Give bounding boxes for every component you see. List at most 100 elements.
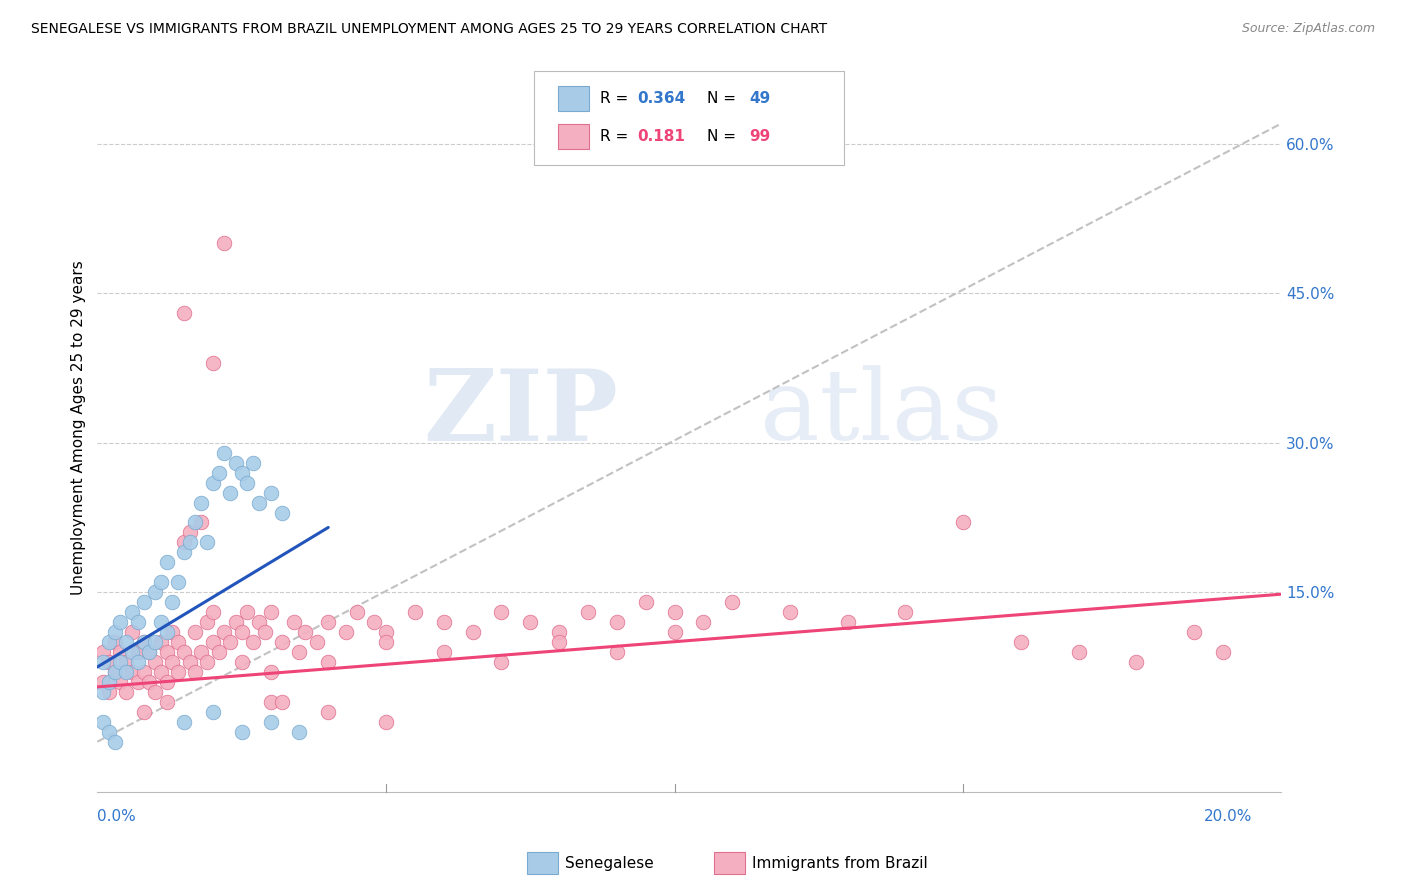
Point	[404, 605, 426, 619]
Point	[121, 625, 143, 640]
Point	[606, 615, 628, 629]
Point	[271, 695, 294, 709]
Point	[201, 475, 224, 490]
Point	[894, 605, 917, 619]
Text: 0.0%: 0.0%	[97, 809, 136, 824]
Point	[127, 655, 149, 669]
Point	[173, 714, 195, 729]
Point	[837, 615, 859, 629]
Point	[375, 625, 398, 640]
Point	[190, 495, 212, 509]
Point	[138, 674, 160, 689]
Point	[110, 655, 132, 669]
Point	[1010, 635, 1032, 649]
Point	[104, 635, 127, 649]
Point	[143, 585, 166, 599]
Point	[259, 485, 281, 500]
Point	[271, 635, 294, 649]
Point	[692, 615, 714, 629]
Point	[214, 236, 236, 251]
Point	[179, 535, 201, 549]
Point	[259, 714, 281, 729]
Point	[207, 645, 229, 659]
Point	[162, 595, 184, 609]
Point	[519, 615, 541, 629]
Point	[156, 625, 179, 640]
Point	[952, 516, 974, 530]
Point	[253, 625, 276, 640]
Point	[236, 475, 259, 490]
Point	[1212, 645, 1234, 659]
Point	[97, 674, 120, 689]
Point	[97, 685, 120, 699]
Point	[143, 635, 166, 649]
Point	[173, 545, 195, 559]
Point	[115, 635, 138, 649]
Point	[127, 645, 149, 659]
Point	[195, 655, 218, 669]
Point	[219, 635, 242, 649]
Point	[236, 605, 259, 619]
Point	[143, 655, 166, 669]
Point	[156, 674, 179, 689]
Point	[491, 655, 513, 669]
Point	[167, 635, 190, 649]
Point	[104, 735, 127, 749]
Text: SENEGALESE VS IMMIGRANTS FROM BRAZIL UNEMPLOYMENT AMONG AGES 25 TO 29 YEARS CORR: SENEGALESE VS IMMIGRANTS FROM BRAZIL UNE…	[31, 22, 827, 37]
Point	[195, 535, 218, 549]
Point	[1182, 625, 1205, 640]
Point	[288, 724, 311, 739]
Point	[214, 625, 236, 640]
Point	[363, 615, 385, 629]
Point	[121, 645, 143, 659]
Point	[375, 714, 398, 729]
Point	[433, 615, 456, 629]
Point	[121, 605, 143, 619]
Point	[91, 685, 114, 699]
Point	[1067, 645, 1090, 659]
Point	[110, 645, 132, 659]
Point	[110, 674, 132, 689]
Point	[225, 615, 247, 629]
Point	[259, 665, 281, 679]
Point	[167, 575, 190, 590]
Point	[121, 665, 143, 679]
Point	[491, 605, 513, 619]
Point	[1125, 655, 1147, 669]
Point	[259, 605, 281, 619]
Text: Immigrants from Brazil: Immigrants from Brazil	[752, 856, 928, 871]
Y-axis label: Unemployment Among Ages 25 to 29 years: Unemployment Among Ages 25 to 29 years	[72, 260, 86, 595]
Point	[231, 625, 253, 640]
Point	[316, 615, 339, 629]
Point	[283, 615, 305, 629]
Point	[259, 695, 281, 709]
Text: Source: ZipAtlas.com: Source: ZipAtlas.com	[1241, 22, 1375, 36]
Text: Senegalese: Senegalese	[565, 856, 654, 871]
Point	[162, 625, 184, 640]
Point	[91, 674, 114, 689]
Point	[219, 485, 242, 500]
Point	[461, 625, 484, 640]
Point	[173, 535, 195, 549]
Point	[201, 635, 224, 649]
Point	[149, 665, 172, 679]
Point	[179, 525, 201, 540]
Point	[433, 645, 456, 659]
Point	[132, 665, 155, 679]
Point	[179, 655, 201, 669]
Point	[115, 655, 138, 669]
Point	[115, 665, 138, 679]
Point	[91, 714, 114, 729]
Point	[127, 615, 149, 629]
Point	[721, 595, 744, 609]
Point	[231, 724, 253, 739]
Point	[138, 645, 160, 659]
Point	[242, 456, 264, 470]
Point	[97, 724, 120, 739]
Text: 0.181: 0.181	[637, 129, 685, 144]
Point	[190, 516, 212, 530]
Point	[104, 665, 127, 679]
Point	[132, 635, 155, 649]
Text: 0.364: 0.364	[637, 91, 685, 105]
Point	[91, 645, 114, 659]
